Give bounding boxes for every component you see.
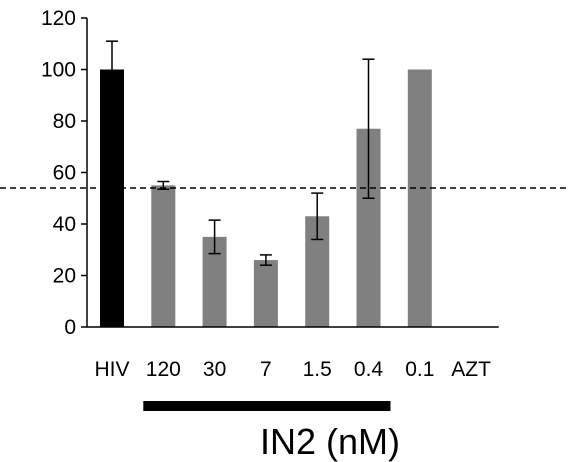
- y-tick-label: 0: [64, 316, 76, 339]
- group-label: IN2 (nM): [260, 421, 400, 462]
- y-tick-label: 120: [41, 7, 76, 30]
- y-axis: 0 20 40 60 80 100 120: [41, 7, 88, 339]
- error-bars: [106, 40, 375, 266]
- y-tick-label: 60: [53, 162, 76, 185]
- x-axis: HIV 120 30 7 1.5 0.4 0.1 AZT: [87, 326, 499, 381]
- x-tick-label: 0.1: [405, 358, 434, 381]
- bars: [100, 69, 432, 327]
- x-tick-label: 30: [203, 358, 226, 381]
- y-tick-label: 20: [53, 265, 76, 288]
- y-tick-label: 100: [41, 59, 76, 82]
- bar-120: [151, 185, 176, 327]
- x-tick-label: HIV: [94, 358, 129, 381]
- y-tick-label: 80: [53, 110, 76, 133]
- x-tick-label: 120: [146, 358, 181, 381]
- x-tick-label: 1.5: [303, 358, 332, 381]
- y-tick-label: 40: [53, 213, 76, 236]
- x-tick-label: 7: [260, 358, 272, 381]
- x-tick-label: AZT: [451, 358, 491, 381]
- bar-HIV: [100, 69, 124, 327]
- bar-7: [253, 260, 278, 327]
- bar-0.1: [407, 69, 432, 327]
- x-tick-label: 0.4: [354, 358, 384, 381]
- group-annotation: IN2 (nM): [143, 401, 400, 462]
